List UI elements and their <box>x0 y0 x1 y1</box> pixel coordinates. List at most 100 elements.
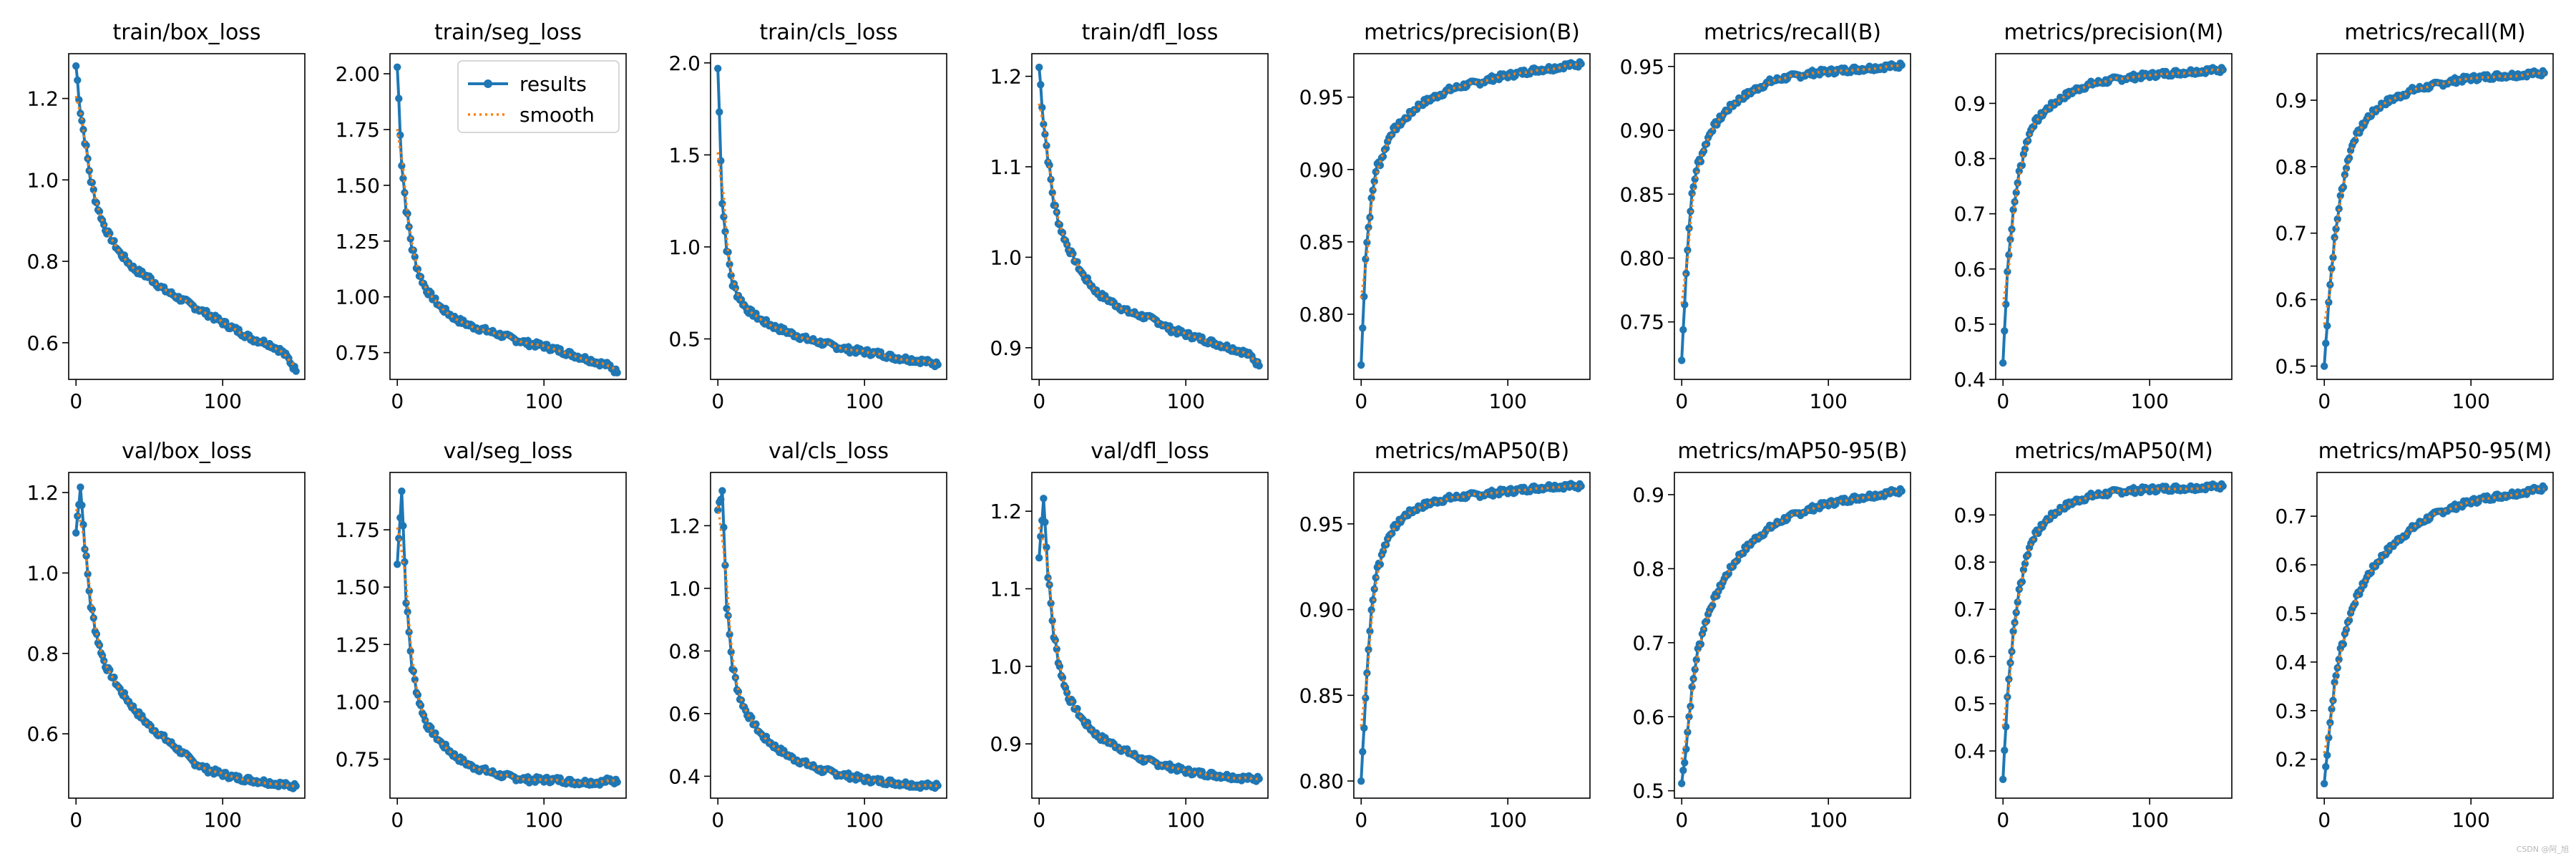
y-tick-label: 0.3 <box>2275 699 2307 723</box>
y-tick-label: 1.5 <box>668 143 701 167</box>
smooth-line <box>716 505 938 787</box>
x-tick-label: 0 <box>1996 808 2009 832</box>
data-point <box>405 628 413 636</box>
x-tick-label: 0 <box>1355 389 1367 413</box>
x-tick-label: 100 <box>2451 808 2489 832</box>
data-point <box>2342 164 2351 173</box>
subplot-9: val/box_loss 0 100 0.6 0.8 1.0 1.2 <box>26 439 306 832</box>
y-tick-label: 0.7 <box>1953 203 1986 226</box>
data-point <box>1041 518 1049 526</box>
subplot-12: val/dfl_loss 0 100 0.9 1.0 1.1 1.2 <box>990 439 1269 832</box>
smooth-line <box>74 508 296 788</box>
subplot-15: metrics/mAP50(M) 0 100 0.4 0.5 0.6 0.7 0.8 0.9 <box>1953 439 2233 832</box>
y-tick-label: 0.8 <box>26 250 59 273</box>
x-tick-label: 0 <box>711 808 724 832</box>
y-tick-label: 0.4 <box>1953 368 1986 392</box>
results-line <box>74 487 298 792</box>
data-point <box>77 483 84 491</box>
data-point <box>1043 142 1050 150</box>
y-tick-label: 1.50 <box>336 576 380 599</box>
legend: results smooth <box>457 60 620 133</box>
y-tick-label: 0.7 <box>1632 631 1664 655</box>
data-point <box>1362 255 1370 263</box>
data-point <box>613 778 621 786</box>
axes-frame <box>2316 472 2554 799</box>
axes-frame <box>389 472 627 799</box>
data-point <box>1702 140 1711 148</box>
data-point <box>718 487 726 495</box>
x-tick-label: 0 <box>391 808 404 832</box>
data-point <box>752 720 760 728</box>
y-tick-label: 0.85 <box>1299 230 1344 254</box>
y-tick-label: 0.8 <box>1953 147 1986 171</box>
x-tick-label: 100 <box>1488 389 1526 413</box>
y-tick-label: 0.80 <box>1299 770 1344 793</box>
data-point <box>106 666 114 674</box>
subplot-14: metrics/mAP50-95(B) 0 100 0.5 0.6 0.7 0.8 0.9 <box>1632 439 1911 832</box>
data-point <box>721 561 729 569</box>
data-point <box>934 782 942 790</box>
y-tick-label: 0.5 <box>1953 692 1986 716</box>
axes-frame <box>68 53 306 380</box>
data-point <box>2322 762 2330 771</box>
y-tick-label: 0.9 <box>1953 92 1986 115</box>
subplot-2: train/seg_loss 0 100 0.75 1.00 1.25 1.50 1.75 2.… <box>336 20 627 413</box>
y-tick-label: 0.8 <box>1632 557 1664 581</box>
y-tick-label: 1.00 <box>336 690 380 714</box>
data-point <box>394 560 401 568</box>
data-point <box>1035 554 1043 562</box>
y-tick-label: 0.4 <box>1953 739 1986 763</box>
axes-frame <box>2316 53 2554 380</box>
data-point <box>1367 606 1375 614</box>
data-point <box>414 691 422 699</box>
data-point <box>2326 719 2334 727</box>
subplot-title: metrics/precision(B) <box>1364 20 1580 45</box>
results-line <box>1680 59 1903 361</box>
results-line <box>2001 64 2225 364</box>
subplot-4: train/dfl_loss 0 100 0.9 1.0 1.1 1.2 <box>990 20 1269 413</box>
results-markers <box>714 64 942 371</box>
x-tick-label: 100 <box>203 808 241 832</box>
data-point <box>1365 646 1372 654</box>
y-tick-label: 2.00 <box>336 62 380 86</box>
data-point <box>2001 747 2009 754</box>
data-point <box>1688 189 1696 198</box>
results-markers <box>2321 67 2548 370</box>
data-point <box>2002 723 2010 731</box>
data-point <box>1376 161 1385 170</box>
data-point <box>714 64 722 72</box>
data-point <box>110 237 118 245</box>
results-line <box>396 491 619 789</box>
data-point <box>74 76 82 84</box>
x-tick-label: 0 <box>1033 808 1045 832</box>
data-point <box>2329 253 2337 261</box>
data-point <box>2342 626 2351 634</box>
y-tick-label: 0.6 <box>2275 288 2307 312</box>
data-point <box>1357 777 1365 785</box>
y-tick-label: 0.80 <box>1299 303 1344 326</box>
x-tick-label: 100 <box>2130 808 2168 832</box>
x-tick-label: 0 <box>69 808 82 832</box>
x-tick-label: 0 <box>711 389 724 413</box>
data-point <box>1687 702 1694 710</box>
data-point <box>2341 170 2349 179</box>
smooth-line <box>74 95 297 368</box>
data-point <box>1678 356 1686 364</box>
data-point <box>1709 127 1717 135</box>
x-tick-label: 100 <box>525 389 562 413</box>
y-tick-label: 0.95 <box>1299 86 1344 110</box>
y-tick-label: 0.6 <box>1953 645 1986 669</box>
data-point <box>1898 61 1906 69</box>
x-tick-label: 100 <box>1166 808 1204 832</box>
data-point <box>1679 767 1687 775</box>
y-tick-label: 0.90 <box>1620 119 1664 142</box>
x-tick-label: 100 <box>2130 389 2168 413</box>
legend-results-label: results <box>519 72 587 96</box>
results-markers <box>1357 58 1585 369</box>
y-tick-label: 1.2 <box>990 65 1022 89</box>
x-tick-label: 0 <box>69 389 82 413</box>
y-tick-label: 0.9 <box>2275 89 2307 112</box>
data-point <box>1040 120 1048 128</box>
data-point <box>2321 780 2328 788</box>
